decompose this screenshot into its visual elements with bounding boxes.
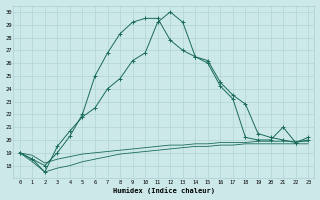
X-axis label: Humidex (Indice chaleur): Humidex (Indice chaleur) bbox=[113, 188, 215, 194]
